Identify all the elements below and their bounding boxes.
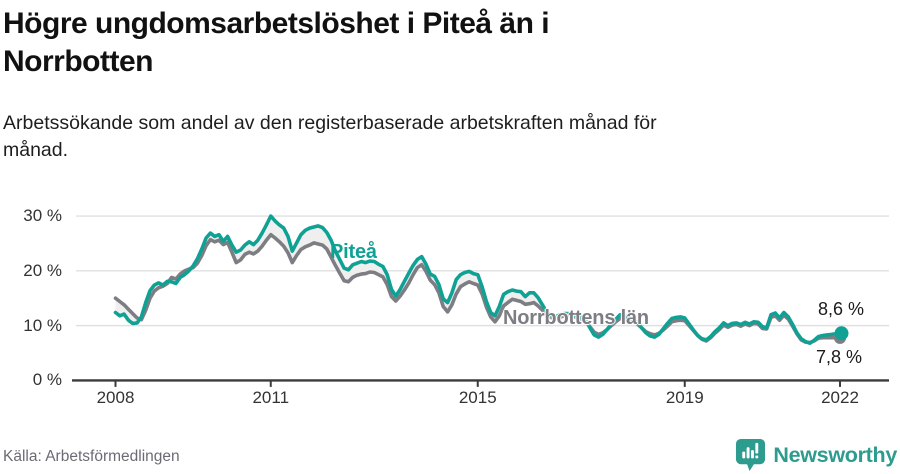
y-tick-label: 10 % xyxy=(23,315,62,335)
x-tick-label: 2015 xyxy=(458,388,497,407)
series-end-dots xyxy=(833,326,849,344)
y-tick-label: 0 % xyxy=(32,370,62,390)
end-value-pitea: 8,6 % xyxy=(818,299,865,319)
x-axis-line xyxy=(72,379,889,387)
grid-lines xyxy=(76,215,889,327)
series-lines xyxy=(113,214,842,346)
x-tick-label: 2022 xyxy=(821,388,859,407)
page-title: Högre ungdomsarbetslöshet i Piteå än i N… xyxy=(3,5,863,81)
y-tick-label: 20 % xyxy=(23,260,62,280)
title-line-1: Högre ungdomsarbetslöshet i Piteå än i xyxy=(3,7,550,40)
x-tick-label: 2011 xyxy=(252,388,290,407)
series-label-norrbotten: Norrbottens län xyxy=(503,307,649,329)
subtitle-line-2: månad. xyxy=(3,139,69,161)
end-value-norrbotten: 7,8 % xyxy=(816,347,863,367)
newsworthy-chart-bubble-icon xyxy=(736,439,766,471)
subtitle-line-1: Arbetssökande som andel av den registerb… xyxy=(3,112,657,134)
series-gap-band xyxy=(115,216,840,344)
brand-name: Newsworthy xyxy=(773,442,897,467)
chart-subtitle: Arbetssökande som andel av den registerb… xyxy=(3,110,863,164)
source-credit: Källa: Arbetsförmedlingen xyxy=(3,448,180,465)
newsworthy-logo: Newsworthy xyxy=(735,438,897,472)
x-tick-label: 2019 xyxy=(665,388,704,407)
y-tick-label: 30 % xyxy=(23,206,62,226)
x-tick-label: 2008 xyxy=(96,388,135,407)
series-label-pitea: Piteå xyxy=(330,241,377,263)
title-line-2: Norrbotten xyxy=(3,45,153,78)
